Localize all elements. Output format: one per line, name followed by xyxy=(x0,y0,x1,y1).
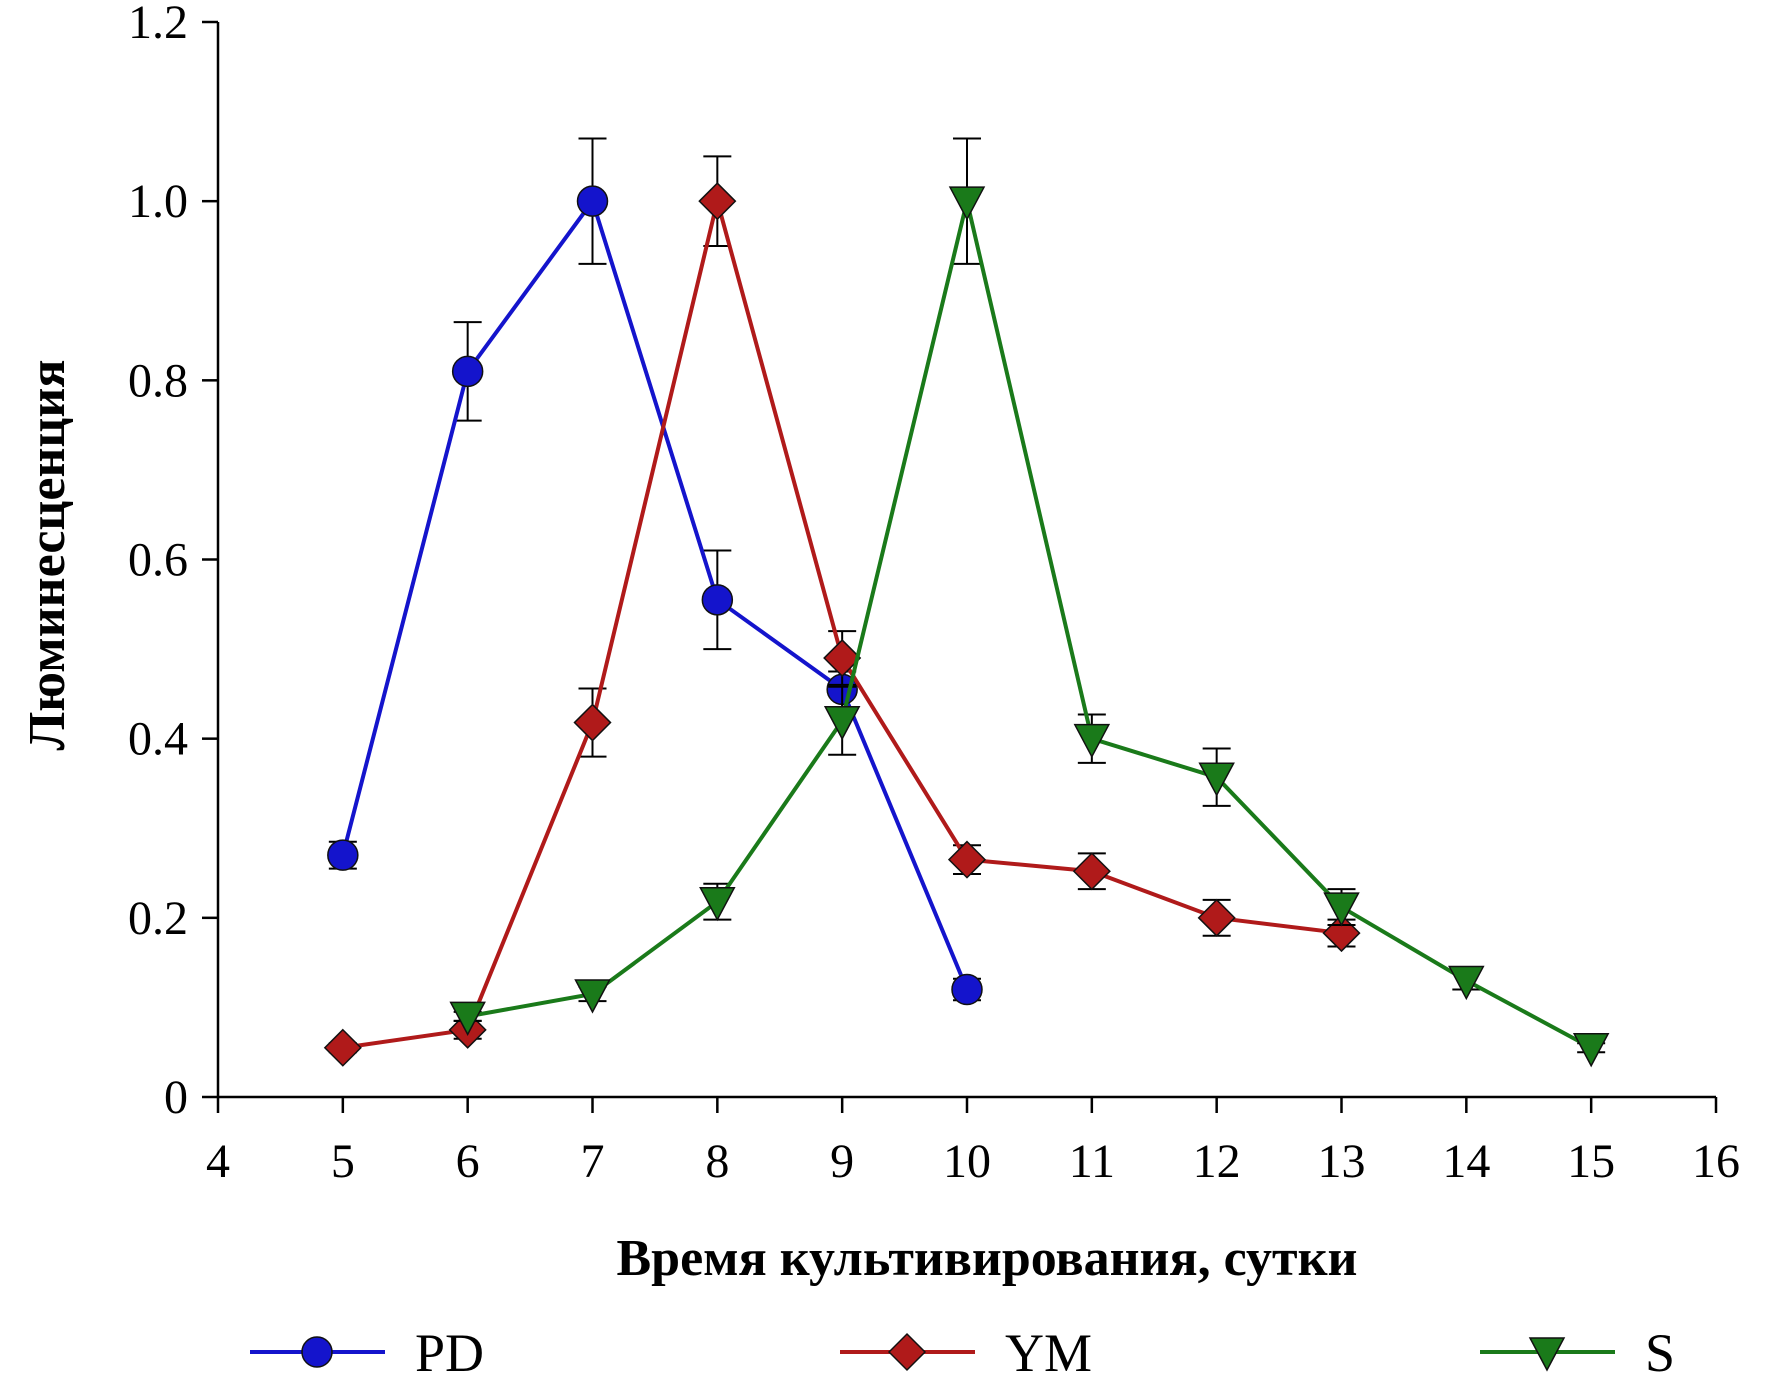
data-point-s xyxy=(1198,762,1235,797)
x-tick-label: 6 xyxy=(456,1135,480,1188)
y-tick-label: 1.2 xyxy=(128,0,188,49)
x-tick-label: 16 xyxy=(1692,1135,1740,1188)
y-axis-ticks: 0 0.2 0.4 0.6 0.8 1.0 1.2 xyxy=(128,0,218,1124)
x-tick-label: 10 xyxy=(943,1135,991,1188)
data-point-s xyxy=(1448,965,1485,1001)
data-point-s xyxy=(1323,892,1360,927)
legend-item-pd: PD xyxy=(250,1323,484,1381)
data-point-ym xyxy=(323,1028,362,1067)
x-tick-label: 13 xyxy=(1318,1135,1366,1188)
data-point-s xyxy=(823,706,861,741)
axes: 4 5 6 7 8 9 10 11 12 13 14 15 16 0 0.2 0.4 0.6 0.8 1.0 1.2 xyxy=(128,0,1740,1188)
data-point-s xyxy=(948,186,986,221)
x-tick-label: 15 xyxy=(1567,1135,1615,1188)
legend-item-ym: YM xyxy=(840,1323,1092,1381)
legend-label: PD xyxy=(415,1323,484,1381)
legend-marker-ym xyxy=(887,1332,927,1372)
legend-label: YM xyxy=(1005,1323,1092,1381)
y-axis-title: Люминесценция xyxy=(19,360,76,751)
data-point-ym xyxy=(1197,898,1236,937)
y-tick-label: 0 xyxy=(164,1071,188,1124)
x-tick-label: 7 xyxy=(581,1135,605,1188)
x-tick-label: 9 xyxy=(830,1135,854,1188)
data-series xyxy=(323,137,1610,1068)
x-axis-title: Время культивирования, сутки xyxy=(616,1230,1357,1287)
data-point-s xyxy=(1572,1032,1610,1068)
legend: PD YM S xyxy=(250,1323,1675,1381)
data-point-pd xyxy=(576,185,609,217)
x-tick-label: 11 xyxy=(1069,1135,1115,1188)
data-point-ym xyxy=(698,182,737,221)
data-point-ym xyxy=(1072,852,1111,891)
series-s xyxy=(449,137,1610,1068)
data-point-pd xyxy=(951,973,983,1006)
legend-marker-s xyxy=(1528,1337,1566,1372)
x-tick-label: 8 xyxy=(705,1135,729,1188)
series-line-ym xyxy=(342,200,1342,1050)
data-point-ym xyxy=(573,703,612,742)
x-axis-ticks: 4 5 6 7 8 9 10 11 12 13 14 15 16 xyxy=(206,1097,1740,1188)
data-point-s xyxy=(1073,723,1111,759)
legend-marker-pd xyxy=(301,1336,333,1368)
y-tick-label: 0.8 xyxy=(128,354,188,407)
y-tick-label: 0.6 xyxy=(128,534,188,587)
data-point-pd xyxy=(701,584,734,616)
y-tick-label: 0.4 xyxy=(128,713,188,766)
data-point-pd xyxy=(327,839,359,871)
x-tick-label: 5 xyxy=(331,1135,355,1188)
x-tick-label: 14 xyxy=(1442,1135,1490,1188)
data-point-s xyxy=(574,979,611,1014)
x-tick-label: 12 xyxy=(1193,1135,1241,1188)
data-point-s xyxy=(699,886,736,922)
series-line-s xyxy=(467,200,1593,1050)
data-point-ym xyxy=(947,840,987,879)
y-tick-label: 0.2 xyxy=(128,892,188,945)
series-pd xyxy=(327,137,983,1006)
legend-label: S xyxy=(1645,1323,1675,1381)
legend-item-s: S xyxy=(1480,1323,1675,1381)
data-point-pd xyxy=(451,355,484,388)
x-tick-label: 4 xyxy=(206,1135,230,1188)
series-line-pd xyxy=(340,196,969,991)
data-point-s xyxy=(449,1001,486,1036)
data-point-ym xyxy=(823,638,862,678)
series-ym xyxy=(323,155,1361,1067)
y-tick-label: 1.0 xyxy=(128,175,188,228)
